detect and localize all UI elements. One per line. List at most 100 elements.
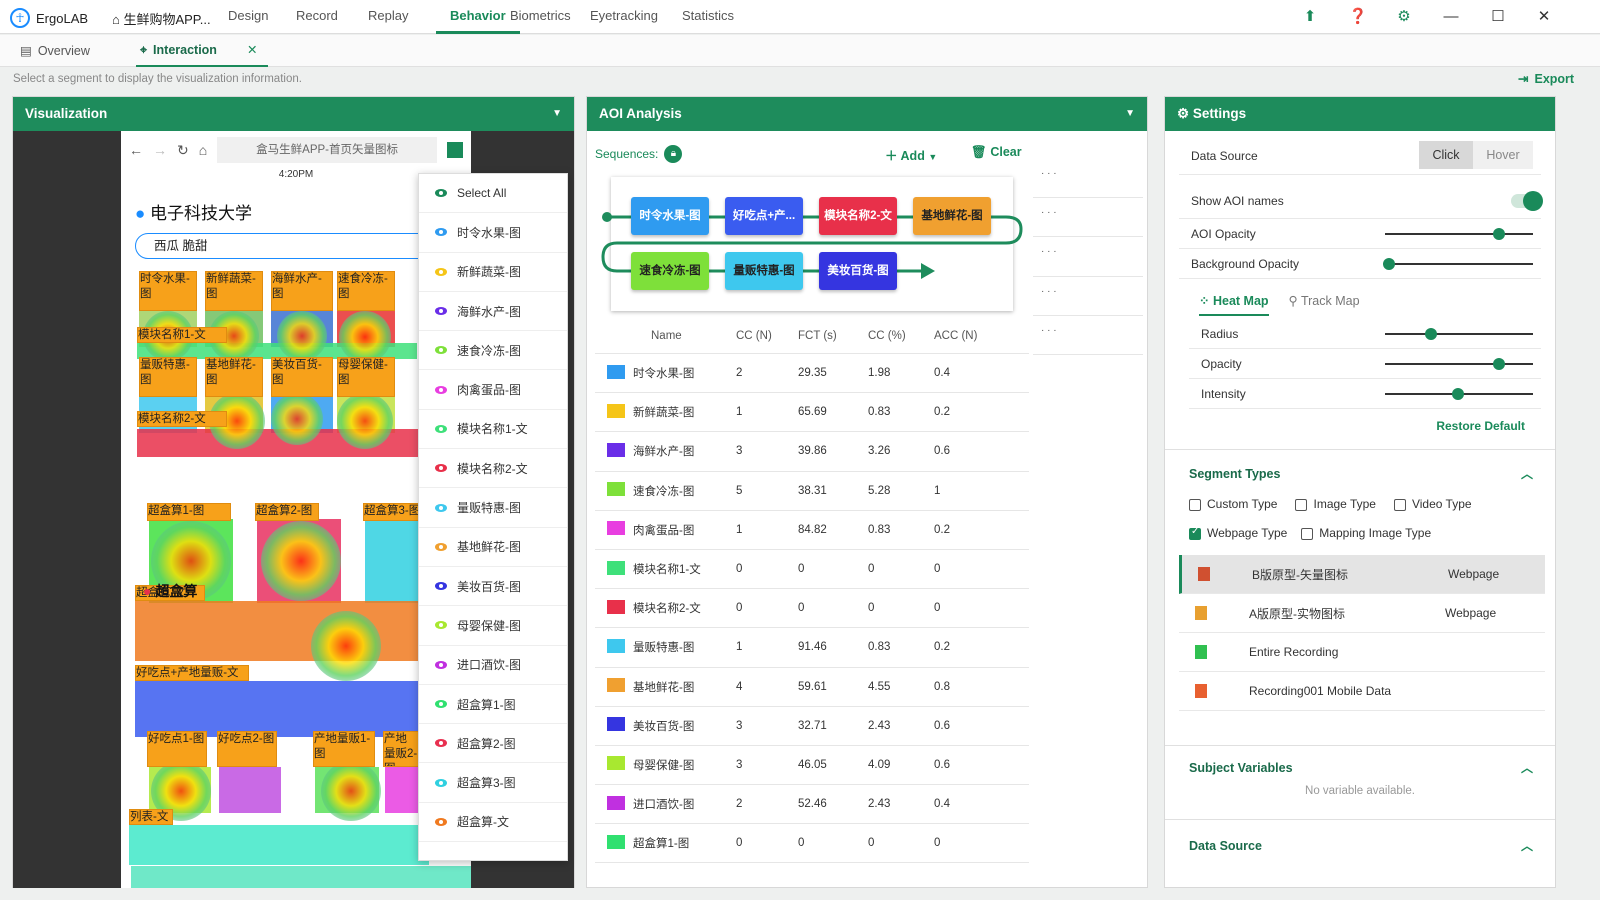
aoi-list-item[interactable]: 基地鲜花-图 (419, 528, 567, 567)
webpage-type-checkbox[interactable]: Webpage Type (1189, 526, 1287, 540)
custom-type-checkbox[interactable]: Custom Type (1189, 497, 1277, 511)
close-tab-icon[interactable]: ✕ (246, 43, 258, 57)
chevron-up-icon[interactable]: ︿ (1520, 467, 1533, 481)
eye-icon[interactable] (435, 817, 447, 826)
table-row[interactable]: 超盒算1-图 0 0 0 0 (595, 824, 1029, 864)
help-icon[interactable]: ❓ (1348, 8, 1368, 25)
aoi-list-item[interactable]: 速食冷冻-图 (419, 331, 567, 371)
nav-item[interactable]: Replay (368, 8, 409, 23)
gear-icon[interactable]: ⚙ (1397, 8, 1411, 25)
col-cc-percent[interactable]: CC (%) (868, 330, 906, 342)
table-row[interactable]: 量贩特惠-图 1 91.46 0.83 0.2 (595, 628, 1029, 668)
slider-knob[interactable] (1492, 358, 1505, 370)
eye-icon[interactable] (435, 621, 447, 630)
lock-icon[interactable]: 🔒︎ (664, 145, 683, 163)
minimize-icon[interactable]: — (1443, 8, 1459, 25)
table-row[interactable]: 海鲜水产-图 3 39.86 3.26 0.6 (595, 432, 1029, 472)
segment-item[interactable]: A版原型-实物图标 Webpage (1179, 594, 1545, 633)
restore-default-button[interactable]: Restore Default (1436, 419, 1525, 433)
col-cc[interactable]: CC (N) (736, 330, 772, 342)
segment-item[interactable]: Recording001 Mobile Data (1179, 672, 1545, 711)
nav-item[interactable]: Statistics (682, 8, 735, 23)
table-row[interactable]: 肉禽蛋品-图 1 84.82 0.83 0.2 (595, 511, 1029, 550)
chevron-up-icon[interactable]: ︿ (1520, 761, 1533, 775)
forward-arrow-icon[interactable]: → (153, 142, 167, 158)
tab-overview[interactable]: ▤ Overview (20, 35, 130, 67)
background-opacity-slider[interactable] (1383, 258, 1533, 270)
show-aoi-names-toggle[interactable] (1511, 191, 1543, 211)
list-item[interactable]: · · · (1033, 316, 1143, 355)
slider-knob[interactable] (1451, 388, 1464, 400)
chevron-down-icon[interactable]: ▼ (1125, 108, 1135, 119)
upload-icon[interactable]: ⬆ (1303, 8, 1317, 25)
sequence-node[interactable]: 好吃点+产... (725, 197, 803, 235)
project-selector[interactable]: ⌂ 生鲜购物APP... (112, 12, 211, 27)
mapping-image-type-checkbox[interactable]: Mapping Image Type (1301, 526, 1431, 540)
eye-icon[interactable] (435, 228, 447, 237)
slider-knob[interactable] (1383, 258, 1396, 270)
hover-button[interactable]: Hover (1473, 141, 1533, 169)
eye-icon[interactable] (435, 346, 447, 355)
segment-item[interactable]: B版原型-矢量图标 Webpage (1179, 555, 1545, 594)
sequence-node[interactable]: 美妆百货-图 (819, 252, 897, 290)
eye-icon[interactable] (435, 307, 447, 316)
intensity-slider[interactable] (1385, 388, 1533, 400)
aoi-list-item[interactable]: 模块名称2-文 (419, 449, 567, 489)
eye-icon[interactable] (435, 660, 447, 669)
list-item[interactable]: · · · (1033, 198, 1143, 238)
tab-heat-map[interactable]: ⁘ Heat Map (1199, 293, 1269, 316)
eye-icon[interactable] (435, 385, 447, 394)
list-item[interactable]: · · · (1033, 237, 1143, 277)
tab-track-map[interactable]: ⚲ Track Map (1289, 293, 1360, 316)
nav-item[interactable]: Design (228, 8, 269, 23)
table-row[interactable]: 进口酒饮-图 2 52.46 2.43 0.4 (595, 785, 1029, 825)
video-type-checkbox[interactable]: Video Type (1393, 497, 1472, 511)
nav-item[interactable]: Behavior (436, 0, 520, 34)
add-button[interactable]: ＋ Add ▼ (885, 145, 937, 164)
sequence-node[interactable]: 量贩特惠-图 (725, 252, 803, 290)
click-button[interactable]: Click (1419, 141, 1473, 169)
eye-icon[interactable] (435, 739, 447, 748)
eye-icon[interactable] (435, 700, 447, 708)
col-acc[interactable]: ACC (N) (934, 330, 978, 342)
eye-icon[interactable] (435, 582, 447, 591)
aoi-list-item[interactable]: 海鲜水产-图 (419, 292, 567, 332)
sequence-node[interactable]: 模块名称2-文 (819, 197, 897, 235)
radius-slider[interactable] (1385, 328, 1533, 340)
image-type-checkbox[interactable]: Image Type (1295, 497, 1376, 511)
back-arrow-icon[interactable]: ← (129, 142, 143, 158)
list-item[interactable]: · · · (1033, 159, 1143, 199)
aoi-list-item[interactable]: 肉禽蛋品-图 (419, 370, 567, 410)
table-row[interactable]: 模块名称2-文 0 0 0 0 (595, 589, 1029, 629)
close-icon[interactable]: ✕ (1537, 8, 1551, 25)
home-icon[interactable]: ⌂ (198, 142, 208, 158)
sequence-node[interactable]: 时令水果-图 (631, 197, 709, 235)
reload-icon[interactable]: ↻ (177, 141, 189, 158)
sequence-node[interactable]: 基地鲜花-图 (913, 197, 991, 235)
nav-item[interactable]: Biometrics (510, 8, 571, 23)
aoi-toggle-icon[interactable] (447, 142, 463, 158)
chevron-up-icon[interactable]: ︿ (1520, 839, 1533, 853)
table-row[interactable]: 母婴保健-图 3 46.05 4.09 0.6 (595, 746, 1029, 786)
eye-icon[interactable] (435, 267, 447, 276)
export-button[interactable]: ⇥ Export (1518, 71, 1574, 87)
aoi-opacity-slider[interactable] (1385, 228, 1533, 240)
col-fct[interactable]: FCT (s) (798, 330, 837, 342)
col-name[interactable]: Name (651, 330, 682, 342)
segment-item[interactable]: Entire Recording (1179, 633, 1545, 672)
aoi-list-item[interactable]: 超盒算3-图 (419, 763, 567, 803)
eye-icon[interactable] (435, 424, 447, 433)
aoi-list-item[interactable]: 时令水果-图 (419, 213, 567, 253)
list-item[interactable]: · · · (1033, 277, 1143, 316)
aoi-list-item[interactable]: 模块名称1-文 (419, 410, 567, 450)
aoi-list-item[interactable]: 进口酒饮-图 (419, 646, 567, 685)
table-row[interactable]: 新鲜蔬菜-图 1 65.69 0.83 0.2 (595, 393, 1029, 433)
slider-knob[interactable] (1424, 328, 1437, 340)
table-row[interactable]: 速食冷冻-图 5 38.31 5.28 1 (595, 472, 1029, 511)
aoi-list-item[interactable]: 超盒算-文 (419, 803, 567, 843)
eye-icon[interactable] (435, 542, 447, 551)
eye-icon[interactable] (435, 464, 447, 473)
eye-icon[interactable] (435, 778, 447, 787)
table-row[interactable]: 模块名称1-文 0 0 0 0 (595, 550, 1029, 590)
nav-item[interactable]: Record (296, 8, 338, 23)
